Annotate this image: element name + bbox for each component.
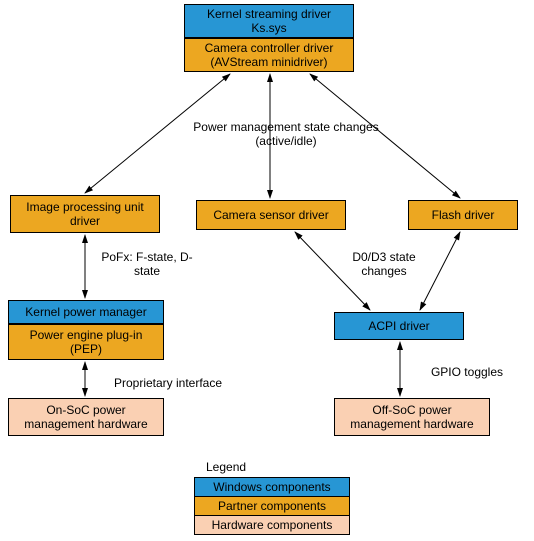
node-label: On-SoC power management hardware	[13, 403, 159, 432]
legend-item: Partner components	[194, 496, 350, 516]
node-label: Kernel streaming driver Ks.sys	[189, 7, 349, 36]
node-kernel-streaming: Kernel streaming driver Ks.sys	[184, 4, 354, 38]
legend: Windows componentsPartner componentsHard…	[194, 478, 350, 535]
node-image-processing: Image processing unit driver	[10, 195, 160, 233]
diagram-canvas: Kernel streaming driver Ks.sys Camera co…	[0, 0, 534, 541]
legend-item: Hardware components	[194, 515, 350, 535]
legend-title: Legend	[206, 460, 246, 474]
node-camera-sensor: Camera sensor driver	[196, 200, 346, 230]
node-label: Camera sensor driver	[213, 208, 328, 222]
legend-item: Windows components	[194, 477, 350, 497]
node-label: Power engine plug-in (PEP)	[13, 328, 159, 357]
node-kernel-power: Kernel power manager	[8, 300, 164, 324]
node-label: Image processing unit driver	[15, 200, 155, 229]
node-acpi: ACPI driver	[334, 312, 464, 340]
node-camera-controller: Camera controller driver (AVStream minid…	[184, 38, 354, 72]
arrow-layer	[0, 0, 534, 541]
edge-label-d0d3: D0/D3 state changes	[334, 250, 434, 279]
node-pep: Power engine plug-in (PEP)	[8, 324, 164, 360]
edge-label-gpio: GPIO toggles	[422, 365, 512, 379]
node-onsoc: On-SoC power management hardware	[8, 398, 164, 436]
node-label: Camera controller driver (AVStream minid…	[189, 41, 349, 70]
edge-label-power-mgmt: Power management state changes (active/i…	[186, 120, 386, 149]
edge-label-pofx: PoFx: F-state, D-state	[92, 250, 202, 279]
node-label: Kernel power manager	[25, 305, 146, 319]
node-offsoc: Off-SoC power management hardware	[334, 398, 490, 436]
edge-label-proprietary: Proprietary interface	[98, 376, 238, 390]
node-label: Flash driver	[432, 208, 495, 222]
node-label: ACPI driver	[368, 319, 429, 333]
node-flash-driver: Flash driver	[408, 200, 518, 230]
node-label: Off-SoC power management hardware	[339, 403, 485, 432]
